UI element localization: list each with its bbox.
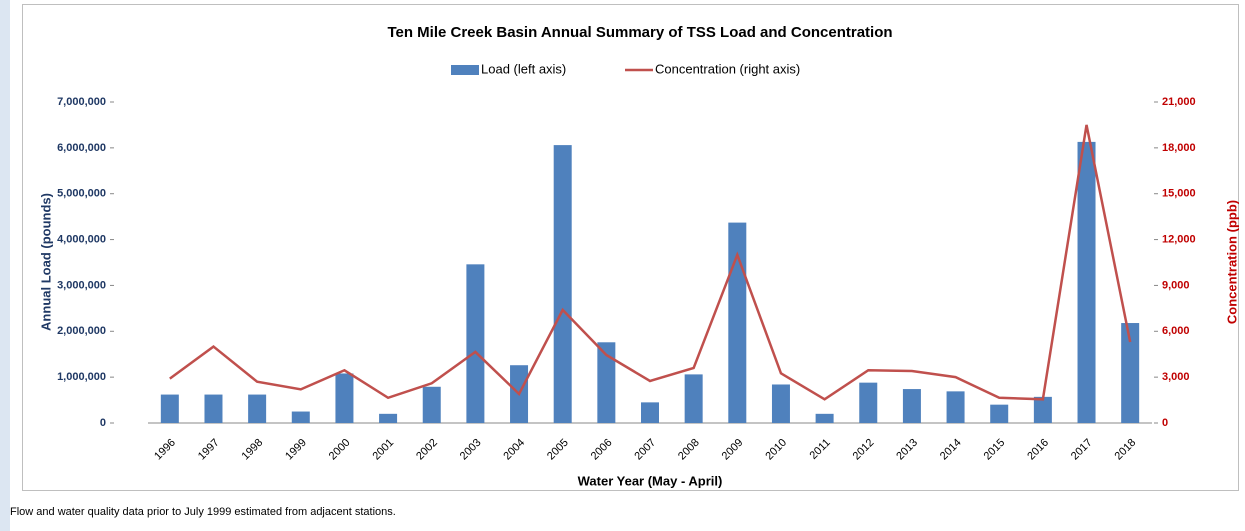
line [169, 124, 1132, 401]
y-tick-label: 5,000,000 [57, 188, 106, 200]
chart-title: Ten Mile Creek Basin Annual Summary of T… [387, 24, 892, 41]
bar [990, 404, 1009, 423]
footnote: Flow and water quality data prior to Jul… [10, 506, 396, 518]
bar [204, 394, 223, 423]
y2-tick-label: 12,000 [1162, 233, 1196, 245]
legend-swatch [451, 65, 479, 75]
bar [1121, 323, 1140, 423]
bar [771, 384, 790, 423]
bar [1033, 396, 1052, 423]
legend-label: Load (left axis) [481, 61, 566, 76]
bar [1077, 141, 1096, 423]
bar [291, 411, 310, 423]
y-tick-label: 0 [100, 417, 106, 429]
y2-tick-label: 18,000 [1162, 142, 1196, 154]
bar [728, 222, 747, 423]
y-tick-label: 1,000,000 [57, 371, 106, 383]
bar [248, 394, 267, 423]
x-axis-title: Water Year (May - April) [578, 473, 723, 488]
y2-tick-label: 6,000 [1162, 325, 1190, 337]
y-tick-label: 7,000,000 [57, 96, 106, 108]
y2-axis-title: Concentration (ppb) [1224, 200, 1239, 324]
y-tick-label: 2,000,000 [57, 325, 106, 337]
y2-tick-label: 9,000 [1162, 279, 1190, 291]
bar [684, 374, 703, 423]
bar [422, 386, 441, 423]
y-tick-label: 4,000,000 [57, 233, 106, 245]
y2-tick-label: 21,000 [1162, 96, 1196, 108]
y-axis-title: Annual Load (pounds) [38, 193, 53, 331]
bar [597, 342, 616, 423]
y2-tick-label: 0 [1162, 417, 1168, 429]
bar [160, 394, 179, 423]
bar [815, 413, 834, 423]
bar [859, 382, 878, 423]
bar [946, 391, 965, 423]
bar [466, 264, 485, 423]
y2-tick-label: 3,000 [1162, 371, 1190, 383]
bar [335, 373, 354, 423]
y-tick-label: 3,000,000 [57, 279, 106, 291]
bar [379, 413, 398, 423]
side-strip [0, 0, 10, 531]
bar [553, 145, 572, 423]
y-tick-label: 6,000,000 [57, 142, 106, 154]
bar [902, 389, 921, 423]
bar [641, 402, 659, 423]
y2-tick-label: 15,000 [1162, 188, 1196, 200]
legend-label: Concentration (right axis) [655, 61, 800, 76]
